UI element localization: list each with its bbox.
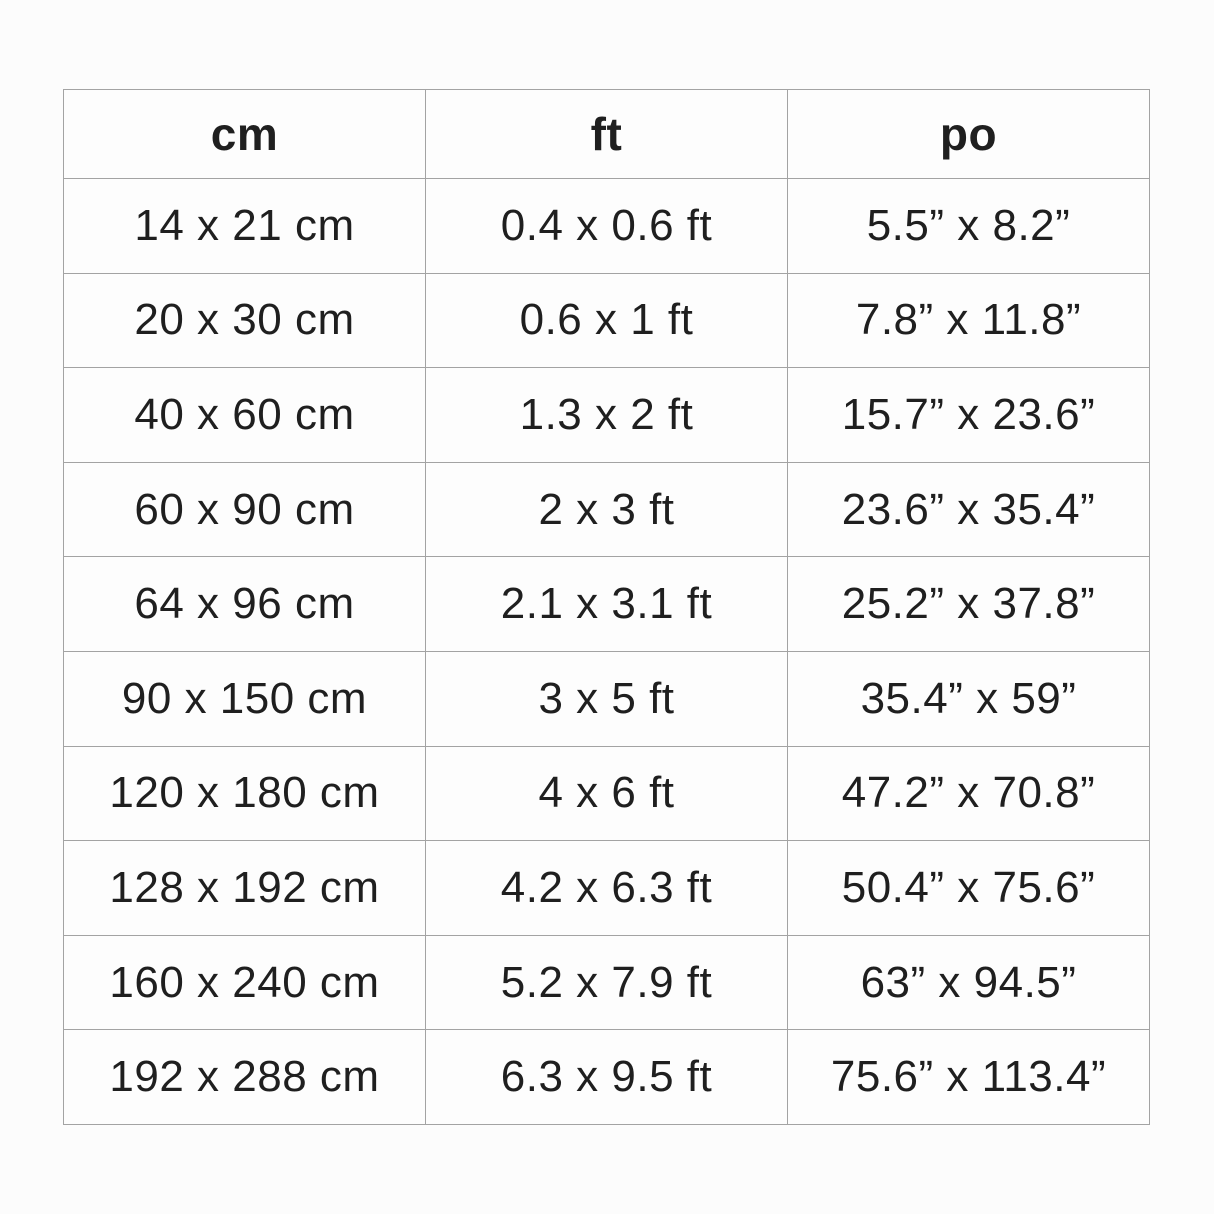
table-cell: 0.6 x 1 ft [425, 272, 788, 369]
table-cell: 4 x 6 ft [425, 745, 788, 842]
table-body: 14 x 21 cm 0.4 x 0.6 ft 5.5” x 8.2” 20 x 30… [63, 178, 1150, 1125]
table-cell: 35.4” x 59” [787, 650, 1150, 747]
table-row: 120 x 180 cm 4 x 6 ft 47.2” x 70.8” [63, 745, 1150, 842]
table-cell: 3 x 5 ft [425, 650, 788, 747]
table-cell: 40 x 60 cm [63, 367, 426, 463]
table-cell: 60 x 90 cm [63, 461, 426, 558]
column-header-cm: cm [63, 89, 426, 179]
table-cell: 23.6” x 35.4” [787, 461, 1150, 558]
table-cell: 4.2 x 6.3 ft [425, 840, 788, 936]
column-header-po: po [787, 89, 1150, 179]
header-row: cm ft po [63, 89, 1150, 179]
table-cell: 160 x 240 cm [63, 934, 426, 1031]
table-cell: 50.4” x 75.6” [787, 840, 1150, 936]
table-cell: 75.6” x 113.4” [787, 1029, 1150, 1125]
table-row: 60 x 90 cm 2 x 3 ft 23.6” x 35.4” [63, 461, 1150, 558]
table-cell: 0.4 x 0.6 ft [425, 178, 788, 274]
table-row: 192 x 288 cm 6.3 x 9.5 ft 75.6” x 113.4” [63, 1029, 1150, 1125]
table-cell: 5.2 x 7.9 ft [425, 934, 788, 1031]
table-cell: 120 x 180 cm [63, 745, 426, 842]
table-row: 20 x 30 cm 0.6 x 1 ft 7.8” x 11.8” [63, 272, 1150, 369]
table-row: 128 x 192 cm 4.2 x 6.3 ft 50.4” x 75.6” [63, 840, 1150, 936]
size-conversion-table: cm ft po 14 x 21 cm 0.4 x 0.6 ft 5.5” x 8.… [63, 89, 1150, 1125]
table-cell: 1.3 x 2 ft [425, 367, 788, 463]
table-cell: 90 x 150 cm [63, 650, 426, 747]
table-row: 40 x 60 cm 1.3 x 2 ft 15.7” x 23.6” [63, 367, 1150, 463]
table-row: 160 x 240 cm 5.2 x 7.9 ft 63” x 94.5” [63, 934, 1150, 1031]
column-header-ft: ft [425, 89, 788, 179]
table-cell: 2 x 3 ft [425, 461, 788, 558]
table-cell: 25.2” x 37.8” [787, 556, 1150, 652]
table-cell: 128 x 192 cm [63, 840, 426, 936]
table-cell: 14 x 21 cm [63, 178, 426, 274]
size-conversion-table-container: cm ft po 14 x 21 cm 0.4 x 0.6 ft 5.5” x 8.… [63, 89, 1150, 1125]
table-cell: 2.1 x 3.1 ft [425, 556, 788, 652]
table-row: 64 x 96 cm 2.1 x 3.1 ft 25.2” x 37.8” [63, 556, 1150, 652]
table-cell: 20 x 30 cm [63, 272, 426, 369]
table-row: 90 x 150 cm 3 x 5 ft 35.4” x 59” [63, 650, 1150, 747]
table-cell: 5.5” x 8.2” [787, 178, 1150, 274]
table-header: cm ft po [63, 89, 1150, 179]
table-cell: 7.8” x 11.8” [787, 272, 1150, 369]
table-row: 14 x 21 cm 0.4 x 0.6 ft 5.5” x 8.2” [63, 178, 1150, 274]
table-cell: 192 x 288 cm [63, 1029, 426, 1125]
table-cell: 15.7” x 23.6” [787, 367, 1150, 463]
table-cell: 63” x 94.5” [787, 934, 1150, 1031]
table-cell: 64 x 96 cm [63, 556, 426, 652]
table-cell: 47.2” x 70.8” [787, 745, 1150, 842]
table-cell: 6.3 x 9.5 ft [425, 1029, 788, 1125]
